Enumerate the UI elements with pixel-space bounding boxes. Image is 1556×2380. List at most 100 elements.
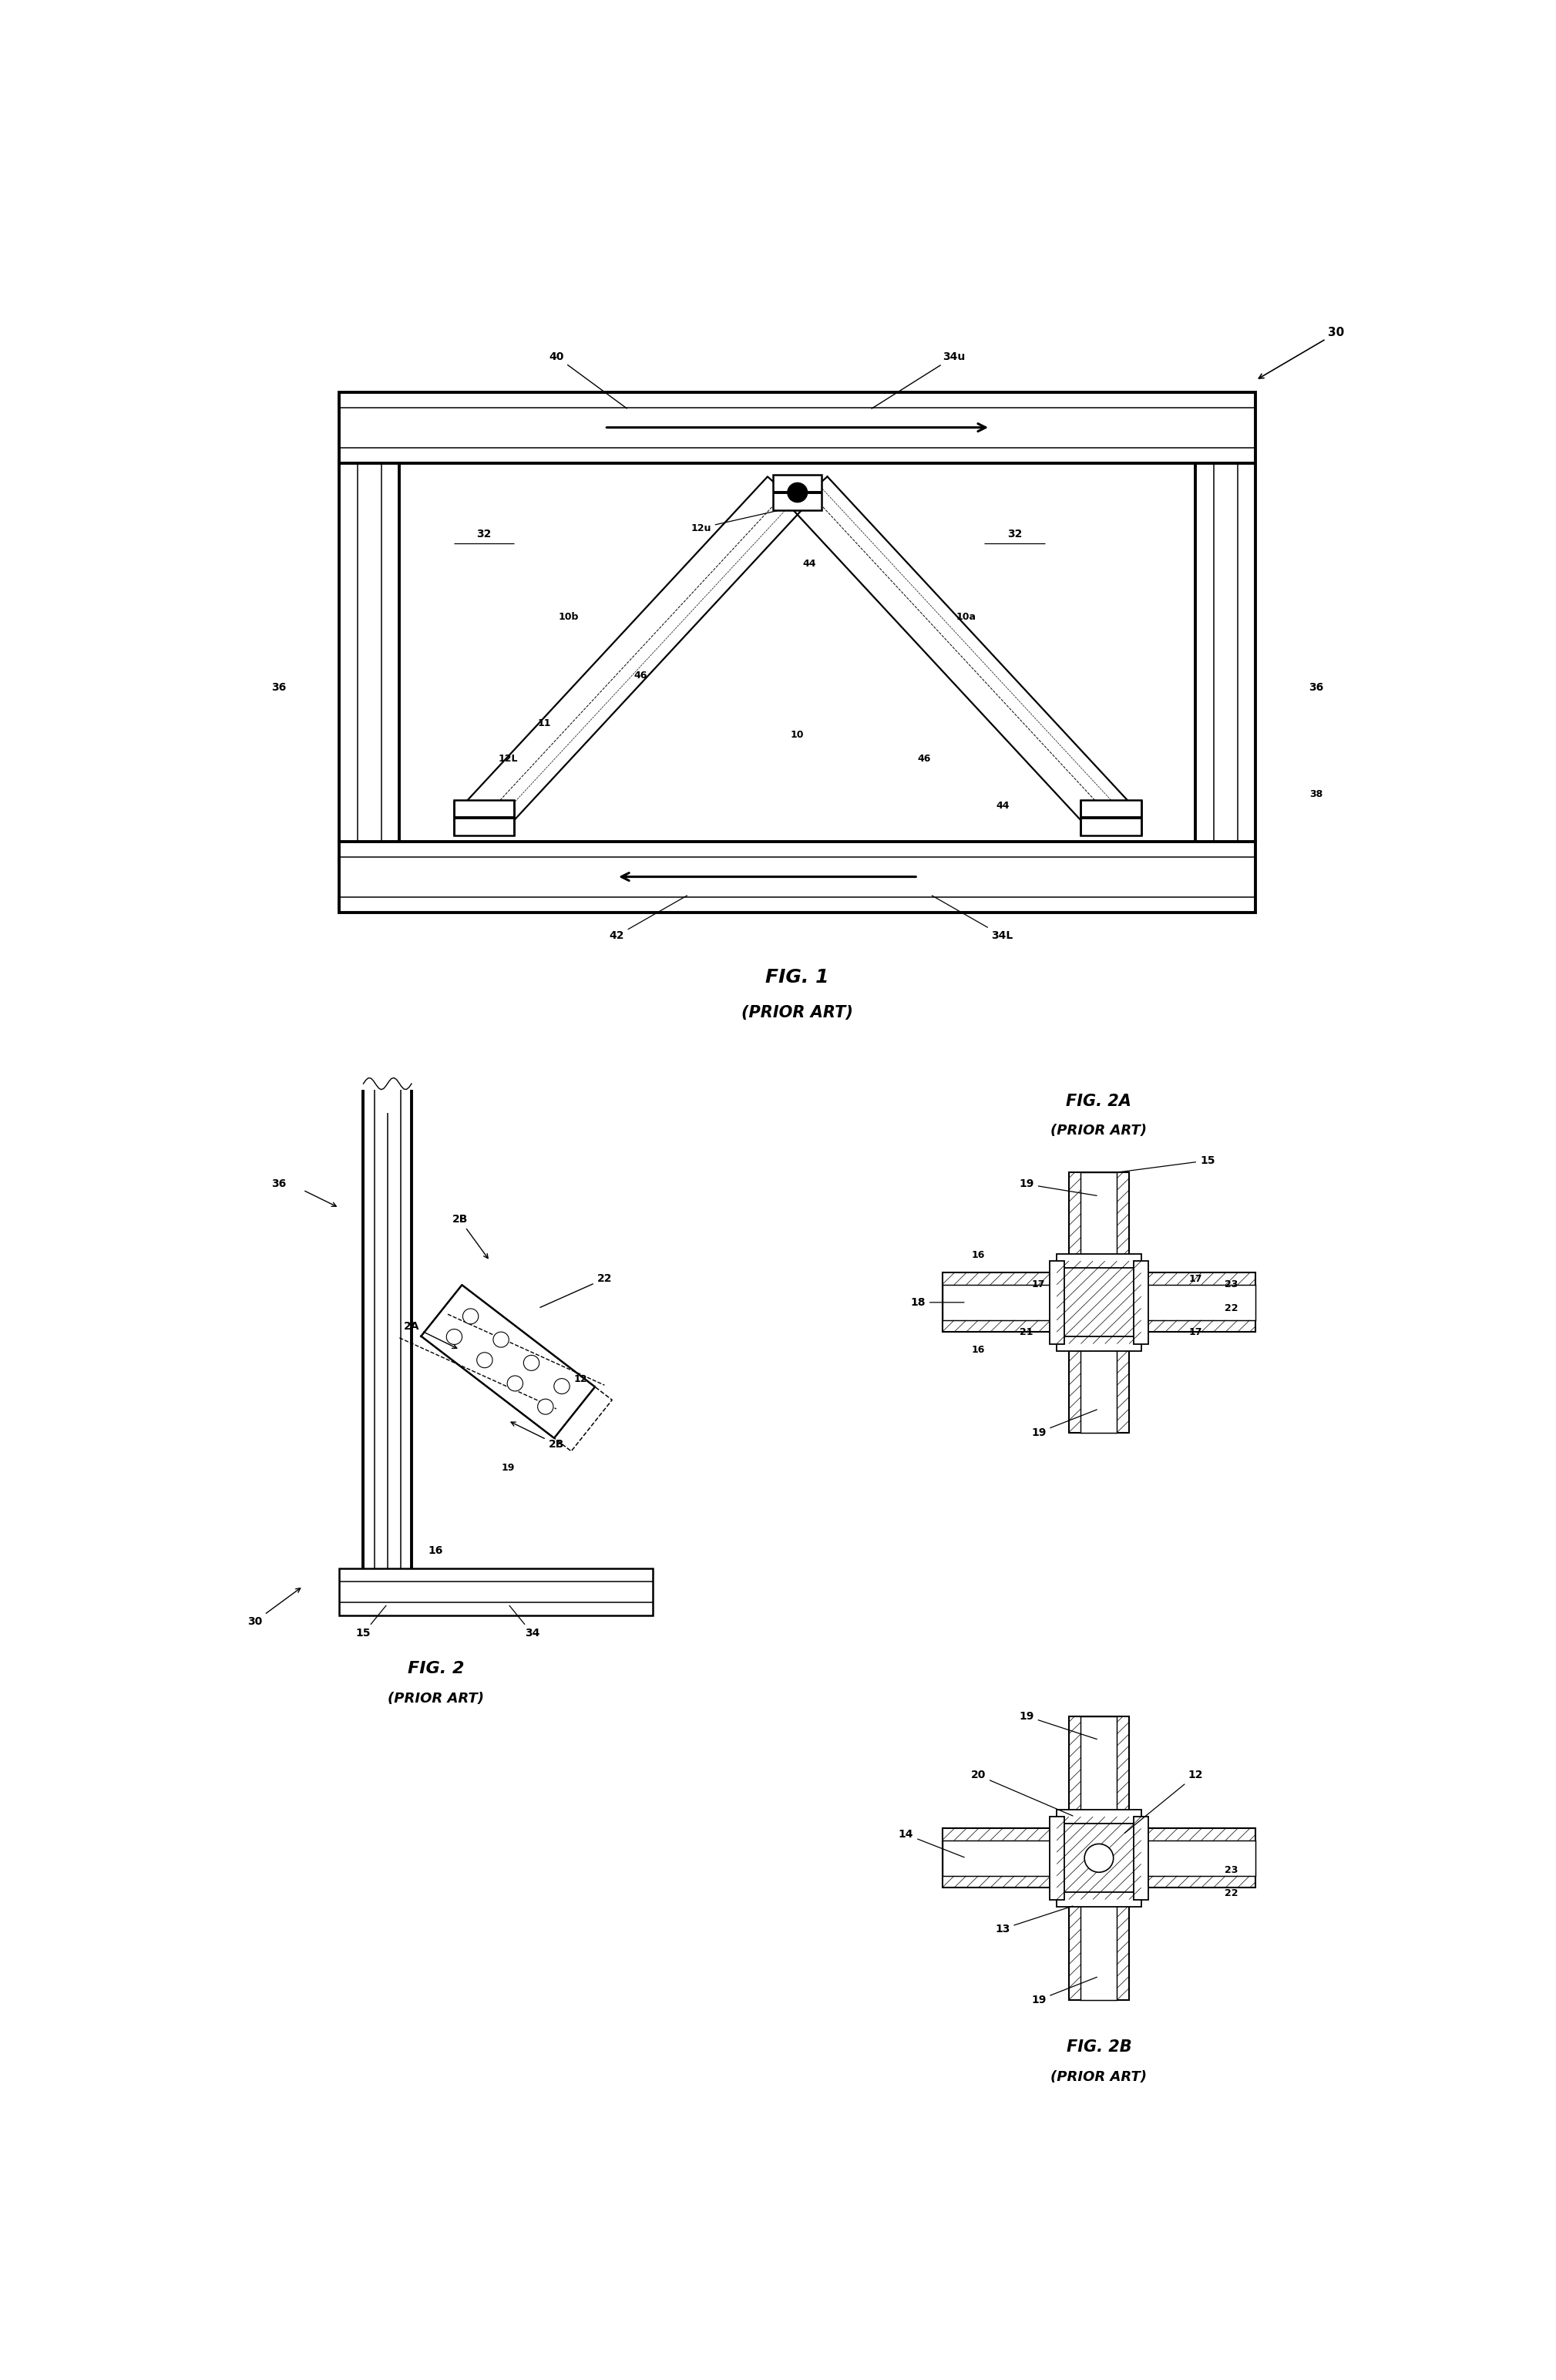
Bar	[773, 474, 822, 509]
Text: 16: 16	[971, 1345, 985, 1354]
Text: 36: 36	[1309, 683, 1324, 693]
Text: 23: 23	[1225, 1866, 1239, 1875]
Text: 32: 32	[1007, 528, 1022, 540]
Text: 32: 32	[476, 528, 492, 540]
Text: 20: 20	[971, 1771, 1072, 1816]
Bar	[339, 393, 1256, 464]
Text: 21: 21	[1019, 1328, 1033, 1338]
Polygon shape	[467, 476, 803, 833]
Text: 2B: 2B	[510, 1423, 565, 1449]
Bar	[1069, 1173, 1130, 1261]
Bar	[943, 1840, 1057, 1875]
Text: 12L: 12L	[498, 754, 518, 764]
Bar	[943, 1285, 1057, 1321]
Circle shape	[462, 1309, 478, 1323]
Text: 12u: 12u	[691, 512, 778, 533]
Text: 34u: 34u	[871, 352, 965, 409]
Text: 19: 19	[1019, 1711, 1097, 1740]
Text: 36: 36	[271, 1178, 286, 1190]
Bar	[1057, 1338, 1141, 1352]
Bar	[1057, 1816, 1141, 1899]
Text: 34L: 34L	[932, 895, 1013, 940]
Bar	[1081, 1173, 1117, 1261]
Bar	[1141, 1840, 1256, 1875]
Bar	[1141, 1828, 1256, 1887]
Bar	[1069, 1716, 1130, 1816]
Polygon shape	[792, 476, 1128, 833]
Text: 42: 42	[608, 895, 688, 940]
Bar	[943, 1828, 1057, 1887]
Bar	[1057, 1261, 1141, 1345]
Circle shape	[787, 483, 808, 502]
Bar	[1069, 1899, 1130, 1999]
Bar	[1081, 800, 1141, 835]
Text: 15: 15	[356, 1606, 386, 1640]
Text: 22: 22	[1225, 1890, 1239, 1899]
Circle shape	[523, 1354, 540, 1371]
Text: 2A: 2A	[403, 1321, 457, 1347]
Circle shape	[538, 1399, 554, 1414]
Circle shape	[476, 1352, 493, 1368]
Circle shape	[493, 1333, 509, 1347]
Bar	[454, 800, 513, 835]
Text: 17: 17	[1189, 1328, 1203, 1338]
Text: 22: 22	[540, 1273, 612, 1307]
Bar	[1057, 1892, 1141, 1906]
Text: 19: 19	[1019, 1178, 1097, 1195]
Text: 22: 22	[1225, 1304, 1239, 1314]
Bar	[1057, 1809, 1141, 1823]
Text: 30: 30	[247, 1587, 300, 1628]
Text: 11: 11	[537, 719, 551, 728]
Text: FIG. 2A: FIG. 2A	[1066, 1095, 1131, 1109]
Text: 12: 12	[1125, 1771, 1203, 1833]
Text: 18: 18	[910, 1297, 965, 1307]
Text: 16: 16	[428, 1545, 443, 1557]
Text: 40: 40	[549, 352, 627, 409]
Text: (PRIOR ART): (PRIOR ART)	[1050, 2071, 1147, 2085]
Circle shape	[447, 1328, 462, 1345]
Text: 30: 30	[1259, 326, 1344, 378]
Text: 16: 16	[971, 1250, 985, 1259]
Text: 2B: 2B	[451, 1214, 489, 1259]
Text: (PRIOR ART): (PRIOR ART)	[1050, 1123, 1147, 1138]
Text: 44: 44	[996, 800, 1010, 812]
Text: (PRIOR ART): (PRIOR ART)	[387, 1692, 484, 1706]
Bar	[1057, 1254, 1141, 1269]
Text: (PRIOR ART): (PRIOR ART)	[742, 1004, 853, 1021]
Bar	[339, 840, 1256, 912]
Text: 36: 36	[271, 683, 286, 693]
Text: 19: 19	[1032, 1978, 1097, 2006]
Text: 17: 17	[1032, 1280, 1046, 1290]
Bar	[1049, 1816, 1064, 1899]
Bar	[1081, 1899, 1117, 1999]
Text: 13: 13	[994, 1906, 1072, 1935]
Bar	[1069, 1345, 1130, 1433]
Text: FIG. 2: FIG. 2	[408, 1661, 464, 1676]
Text: 10b: 10b	[559, 612, 579, 621]
Text: FIG. 2B: FIG. 2B	[1066, 2040, 1131, 2054]
Circle shape	[507, 1376, 523, 1390]
Text: 12: 12	[574, 1373, 587, 1385]
Text: 46: 46	[633, 671, 647, 681]
Bar	[1081, 1345, 1117, 1433]
Text: 14: 14	[898, 1830, 965, 1856]
Bar	[1049, 1261, 1064, 1345]
Text: 19: 19	[501, 1464, 515, 1473]
Text: 38: 38	[1309, 790, 1323, 800]
Text: 10: 10	[790, 731, 804, 740]
Circle shape	[1085, 1845, 1114, 1873]
Text: 46: 46	[918, 754, 930, 764]
Text: 23: 23	[1225, 1280, 1239, 1290]
Text: FIG. 1: FIG. 1	[766, 969, 829, 985]
Bar	[339, 1568, 654, 1616]
Text: 17: 17	[1189, 1273, 1203, 1283]
Bar	[1081, 1716, 1117, 1816]
Text: 10a: 10a	[957, 612, 976, 621]
Text: 34: 34	[509, 1606, 540, 1640]
Circle shape	[554, 1378, 569, 1395]
Bar	[1134, 1816, 1148, 1899]
Bar	[1141, 1273, 1256, 1333]
Bar	[943, 1273, 1057, 1333]
Bar	[1134, 1261, 1148, 1345]
Text: 15: 15	[1119, 1154, 1215, 1171]
